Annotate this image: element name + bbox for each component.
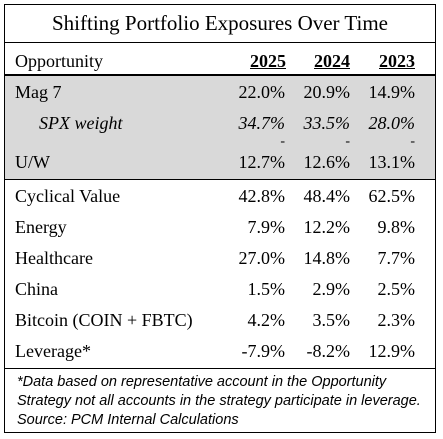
table-row-spx-weight: SPX weight 34.7% 33.5% 28.0% [5, 113, 435, 139]
table-title: Shifting Portfolio Exposures Over Time [5, 5, 435, 43]
cell-2025: -7.9% [241, 341, 286, 361]
table-row: Bitcoin (COIN + FBTC) 4.2% 3.5% 2.3% [5, 310, 435, 336]
cell-2023: 13.1% [368, 152, 416, 172]
table-row: Energy 7.9% 12.2% 9.8% [5, 217, 435, 243]
cell-2024: 2.9% [312, 279, 351, 299]
cell-2023: 62.5% [368, 186, 416, 206]
row-label: China [15, 279, 58, 299]
cell-2024: 14.8% [303, 248, 351, 268]
header-year-2023: 2023 [379, 51, 415, 71]
minus-sign-2023: - [410, 134, 415, 149]
mag7-section: Mag 7 22.0% 20.9% 14.9% SPX weight 34.7%… [5, 76, 435, 180]
cell-2023: 12.9% [368, 341, 416, 361]
cell-2024: 48.4% [303, 186, 351, 206]
dash-row: - - - [5, 134, 435, 160]
cell-2023: 14.9% [368, 82, 416, 102]
cell-2024: 12.6% [303, 152, 351, 172]
row-label: Cyclical Value [15, 186, 121, 206]
cell-2025: 12.7% [238, 152, 286, 172]
row-label: Mag 7 [15, 82, 62, 102]
row-label: Energy [15, 217, 67, 237]
table-row-mag7: Mag 7 22.0% 20.9% 14.9% [5, 82, 435, 108]
cell-2023: 2.5% [377, 279, 416, 299]
cell-2025: 34.7% [238, 113, 286, 133]
cell-2023: 7.7% [377, 248, 416, 268]
table-row: Cyclical Value 42.8% 48.4% 62.5% [5, 186, 435, 212]
minus-sign-2025: - [280, 134, 285, 149]
header-opportunity: Opportunity [15, 51, 103, 71]
header-year-2025: 2025 [250, 51, 286, 71]
table-row-uw: U/W 12.7% 12.6% 13.1% [5, 152, 435, 178]
table-row: Leverage* -7.9% -8.2% 12.9% [5, 341, 435, 367]
cell-2024: 33.5% [303, 113, 351, 133]
row-label: SPX weight [39, 113, 123, 133]
header-year-2024: 2024 [314, 51, 350, 71]
cell-2025: 42.8% [238, 186, 286, 206]
cell-2023: 2.3% [377, 310, 416, 330]
cell-2024: 12.2% [303, 217, 351, 237]
cell-2023: 9.8% [377, 217, 416, 237]
cell-2025: 7.9% [247, 217, 286, 237]
header-row: Opportunity 2025 2024 2023 [5, 43, 435, 76]
row-label: Bitcoin (COIN + FBTC) [15, 310, 193, 330]
cell-2025: 1.5% [247, 279, 286, 299]
cell-2023: 28.0% [368, 113, 416, 133]
row-label: Leverage* [15, 341, 91, 361]
exposures-table: Shifting Portfolio Exposures Over Time O… [4, 4, 436, 433]
cell-2025: 27.0% [238, 248, 286, 268]
cell-2025: 4.2% [247, 310, 286, 330]
cell-2024: 20.9% [303, 82, 351, 102]
table-row: Healthcare 27.0% 14.8% 7.7% [5, 248, 435, 274]
row-label: Healthcare [15, 248, 93, 268]
cell-2025: 22.0% [238, 82, 286, 102]
row-label: U/W [15, 152, 50, 172]
table-row: China 1.5% 2.9% 2.5% [5, 279, 435, 305]
minus-sign-2024: - [345, 134, 350, 149]
cell-2024: 3.5% [312, 310, 351, 330]
cell-2024: -8.2% [306, 341, 351, 361]
footnote: *Data based on representative account in… [5, 368, 435, 432]
exposure-rows: Cyclical Value 42.8% 48.4% 62.5% Energy … [5, 180, 435, 368]
